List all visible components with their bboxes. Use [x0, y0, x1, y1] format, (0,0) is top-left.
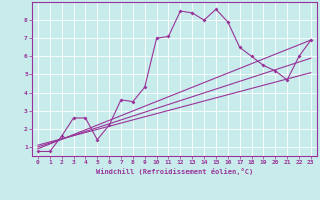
X-axis label: Windchill (Refroidissement éolien,°C): Windchill (Refroidissement éolien,°C): [96, 168, 253, 175]
